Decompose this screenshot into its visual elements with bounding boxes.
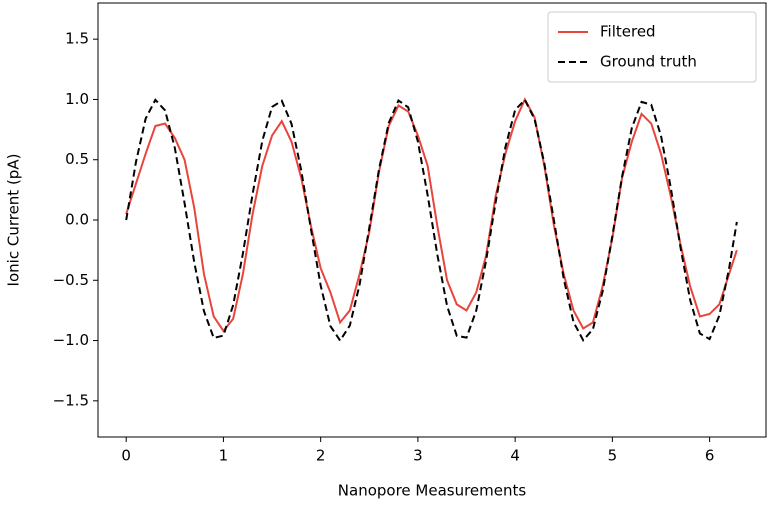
line-series <box>125 98 738 343</box>
x-tick-label: 2 <box>316 447 326 465</box>
y-tick-label: −1.0 <box>53 331 89 349</box>
x-axis-label: Nanopore Measurements <box>338 482 527 500</box>
y-axis-label: Ionic Current (pA) <box>5 154 23 287</box>
y-tick-label: 1.0 <box>65 90 89 108</box>
y-tick-label: −1.5 <box>53 391 89 409</box>
legend-label: Filtered <box>600 23 656 41</box>
y-tick-label: 1.5 <box>65 30 89 48</box>
legend-box <box>547 11 757 83</box>
y-tick-label: 0.0 <box>65 211 89 229</box>
x-tick-label: 5 <box>608 447 618 465</box>
x-tick-label: 3 <box>413 447 423 465</box>
x-tick-label: 1 <box>219 447 229 465</box>
x-tick-label: 6 <box>705 447 715 465</box>
x-tick-label: 4 <box>510 447 520 465</box>
y-tick-label: −0.5 <box>53 271 89 289</box>
legend-label: Ground truth <box>600 53 697 71</box>
x-tick-label: 0 <box>121 447 131 465</box>
y-tick-label: 0.5 <box>65 150 89 168</box>
line-series <box>125 97 738 333</box>
